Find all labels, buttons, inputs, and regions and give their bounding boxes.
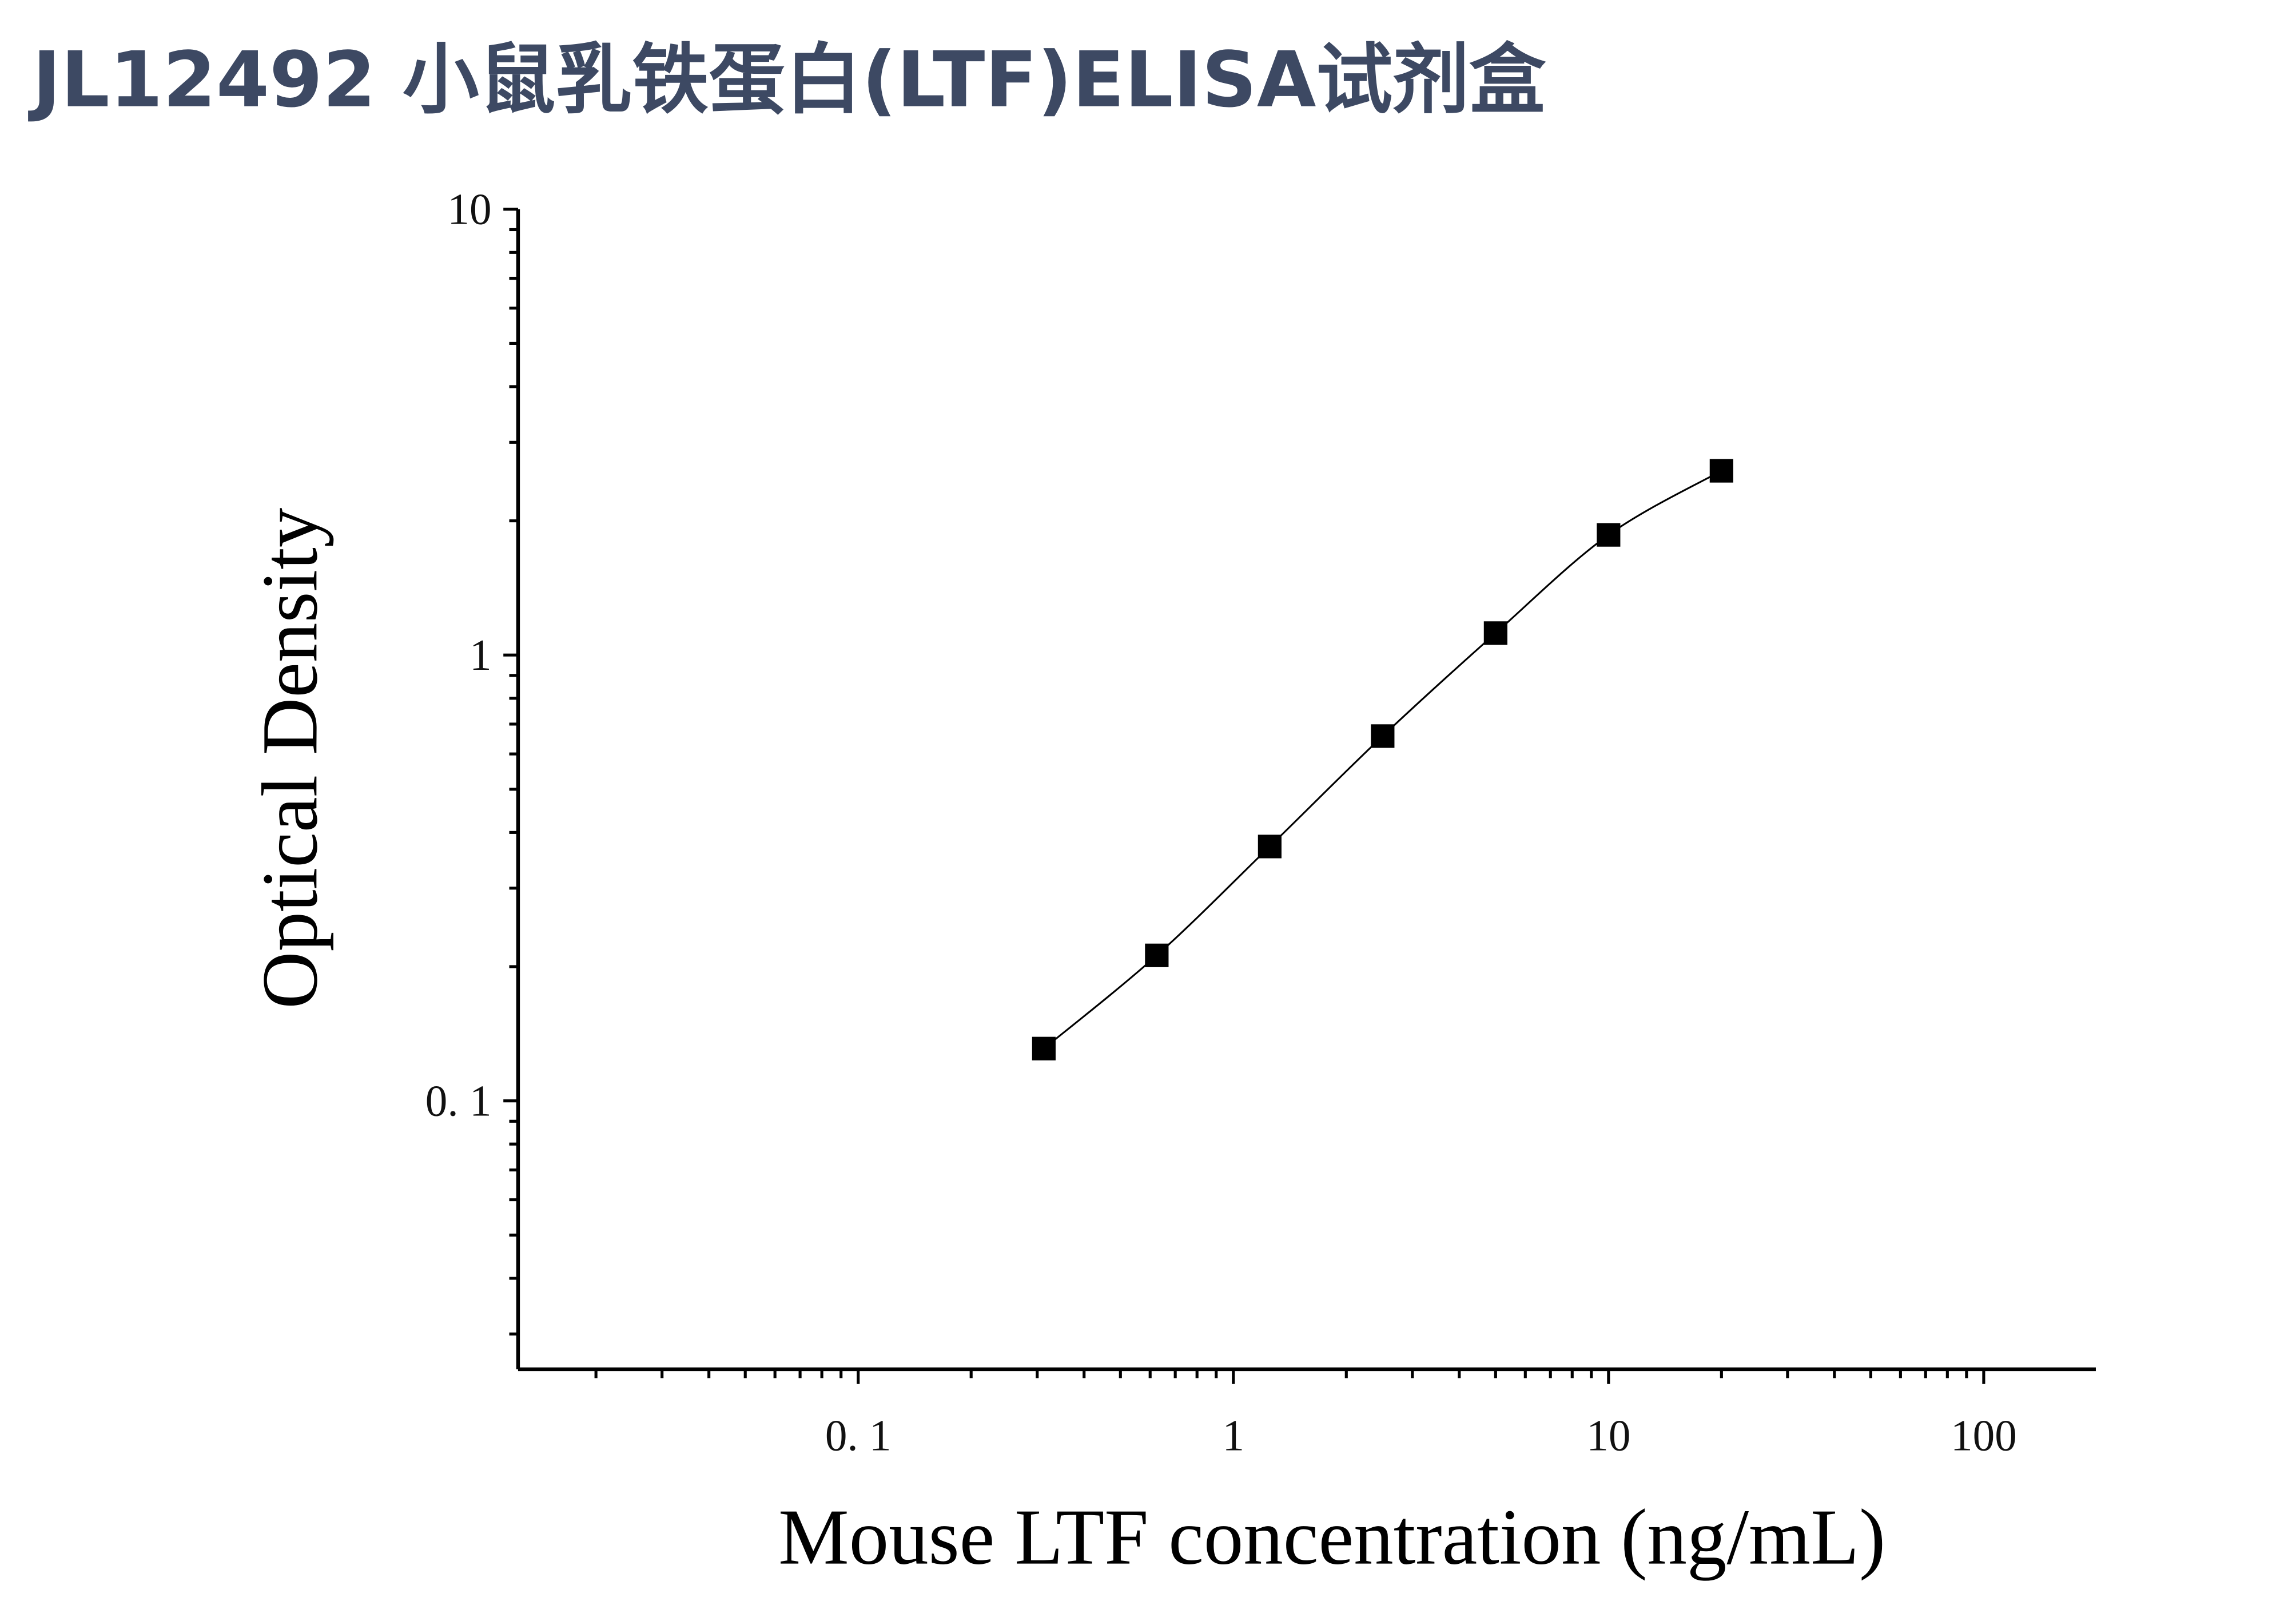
x-tick-label: 100 <box>1951 1411 2017 1460</box>
axes: 0. 1 1 10 0. 1 1 10 100 <box>425 185 2096 1460</box>
data-marks <box>1032 459 1733 1060</box>
chart-title: JL12492 小鼠乳铁蛋白(LTF)ELISA试剂盒 <box>28 35 1546 125</box>
y-axis-label: Optical Density <box>246 508 334 1009</box>
x-axis-label: Mouse LTF concentration (ng/mL) <box>778 1493 1885 1582</box>
x-tick-label: 1 <box>1222 1411 1244 1460</box>
data-point <box>1483 621 1507 645</box>
x-tick-label: 0. 1 <box>825 1411 892 1460</box>
y-tick-label: 0. 1 <box>425 1076 492 1125</box>
y-tick-label: 1 <box>469 630 492 680</box>
data-point <box>1032 1036 1056 1060</box>
x-tick-label: 10 <box>1586 1411 1630 1460</box>
data-point <box>1597 523 1621 547</box>
data-point <box>1258 835 1282 859</box>
data-point <box>1371 724 1395 748</box>
data-point <box>1145 943 1169 967</box>
y-tick-label: 10 <box>447 185 491 234</box>
data-point <box>1709 459 1733 483</box>
